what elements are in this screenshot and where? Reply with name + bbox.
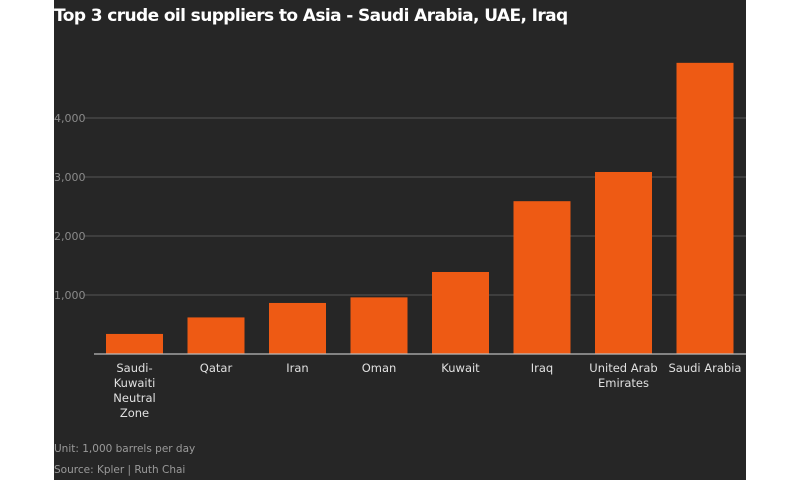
x-tick-label: Qatar — [200, 361, 233, 375]
bar — [269, 302, 326, 354]
x-tick-label: Saudi Arabia — [669, 361, 742, 375]
bar — [432, 271, 489, 354]
x-tick-label: Saudi- — [116, 361, 152, 375]
x-tick-label: Oman — [362, 361, 397, 375]
source-note: Source: Kpler | Ruth Chai — [54, 464, 186, 476]
bar — [513, 201, 571, 354]
bar — [595, 171, 652, 354]
x-tick-label: Zone — [120, 406, 149, 420]
bar — [350, 297, 408, 354]
chart-panel: Top 3 crude oil suppliers to Asia - Saud… — [54, 0, 746, 480]
y-tick-label: 3,000 — [54, 171, 86, 184]
unit-note: Unit: 1,000 barrels per day — [54, 443, 196, 455]
chart-title: Top 3 crude oil suppliers to Asia - Saud… — [54, 6, 568, 26]
x-tick-label: Iran — [286, 361, 308, 375]
y-tick-label: 4,000 — [54, 112, 86, 125]
bar — [106, 333, 163, 354]
x-tick-label: Kuwaiti — [114, 376, 156, 390]
x-tick-label: Neutral — [113, 391, 155, 405]
x-tick-label: Emirates — [598, 376, 649, 390]
y-tick-label: 2,000 — [54, 230, 86, 243]
bar — [676, 62, 734, 355]
bar-chart: 1,000 2,000 3,000 4,000 Saudi-KuwaitiNeutral… — [54, 62, 746, 420]
x-tick-label: Iraq — [531, 361, 553, 375]
y-tick-label: 1,000 — [54, 289, 86, 302]
x-tick-label: Kuwait — [441, 361, 480, 375]
bar — [187, 317, 245, 354]
x-tick-label: United Arab — [589, 361, 657, 375]
